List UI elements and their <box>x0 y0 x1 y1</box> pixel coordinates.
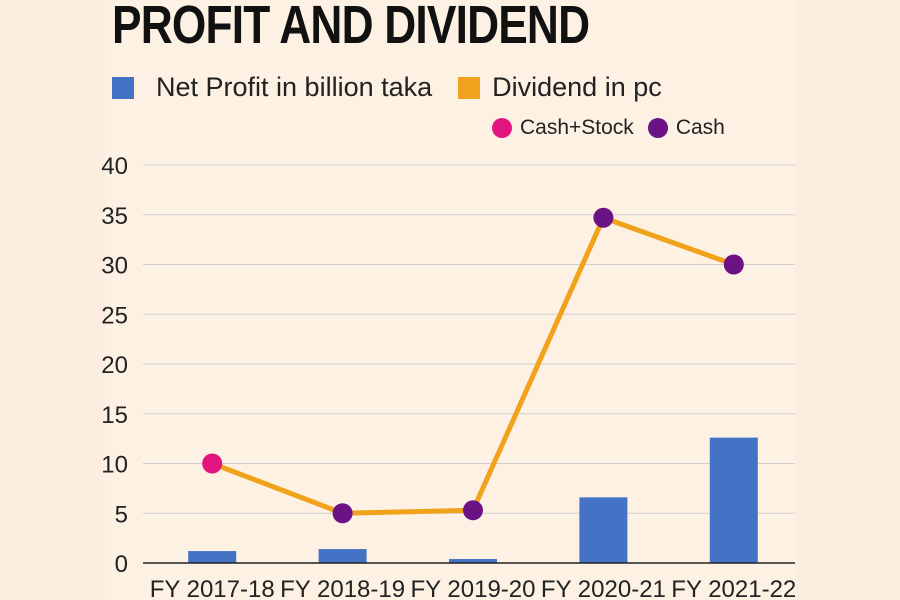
x-tick-label: FY 2017-18 <box>150 576 275 600</box>
y-tick-label: 30 <box>101 253 128 280</box>
bar-net-profit <box>709 437 758 563</box>
x-tick-label: FY 2021-22 <box>671 576 796 600</box>
point-cash <box>332 503 353 524</box>
legend-primary: Net Profit in billion taka Dividend in p… <box>112 72 662 103</box>
y-tick-label: 15 <box>101 402 128 429</box>
bar-net-profit <box>449 559 497 563</box>
y-tick-label: 10 <box>101 452 128 479</box>
y-tick-label: 0 <box>115 551 128 578</box>
y-tick-label: 25 <box>101 302 128 329</box>
point-cash <box>463 500 483 521</box>
dividend-swatch <box>458 76 481 99</box>
cash-stock-dot-icon <box>492 118 512 138</box>
legend-dividend-label: Dividend in pc <box>492 72 662 102</box>
y-tick-label: 20 <box>101 352 128 379</box>
net-profit-swatch <box>112 76 134 99</box>
point-cash <box>723 254 744 275</box>
dividend-line <box>211 215 735 516</box>
bar-net-profit <box>188 551 237 563</box>
chart-title: PROFIT AND DIVIDEND <box>112 0 590 55</box>
x-tick-label: FY 2020-21 <box>541 576 666 600</box>
legend-cash-stock-label: Cash+Stock <box>520 116 634 139</box>
bar-net-profit <box>579 497 628 563</box>
x-tick-label: FY 2018-19 <box>280 576 405 600</box>
x-tick-label: FY 2019-20 <box>411 576 536 600</box>
bar-net-profit <box>318 549 367 563</box>
point-cash-stock <box>202 453 223 474</box>
legend-net-profit-label: Net Profit in billion taka <box>156 72 433 102</box>
cash-dot-icon <box>647 118 668 138</box>
chart-panel <box>105 0 795 600</box>
legend-cash-label: Cash <box>675 116 725 139</box>
y-tick-label: 5 <box>115 501 128 528</box>
point-cash <box>593 207 614 228</box>
legend-markers: Cash+Stock Cash <box>492 116 725 140</box>
y-tick-label: 35 <box>101 203 128 230</box>
y-tick-label: 40 <box>101 153 128 180</box>
